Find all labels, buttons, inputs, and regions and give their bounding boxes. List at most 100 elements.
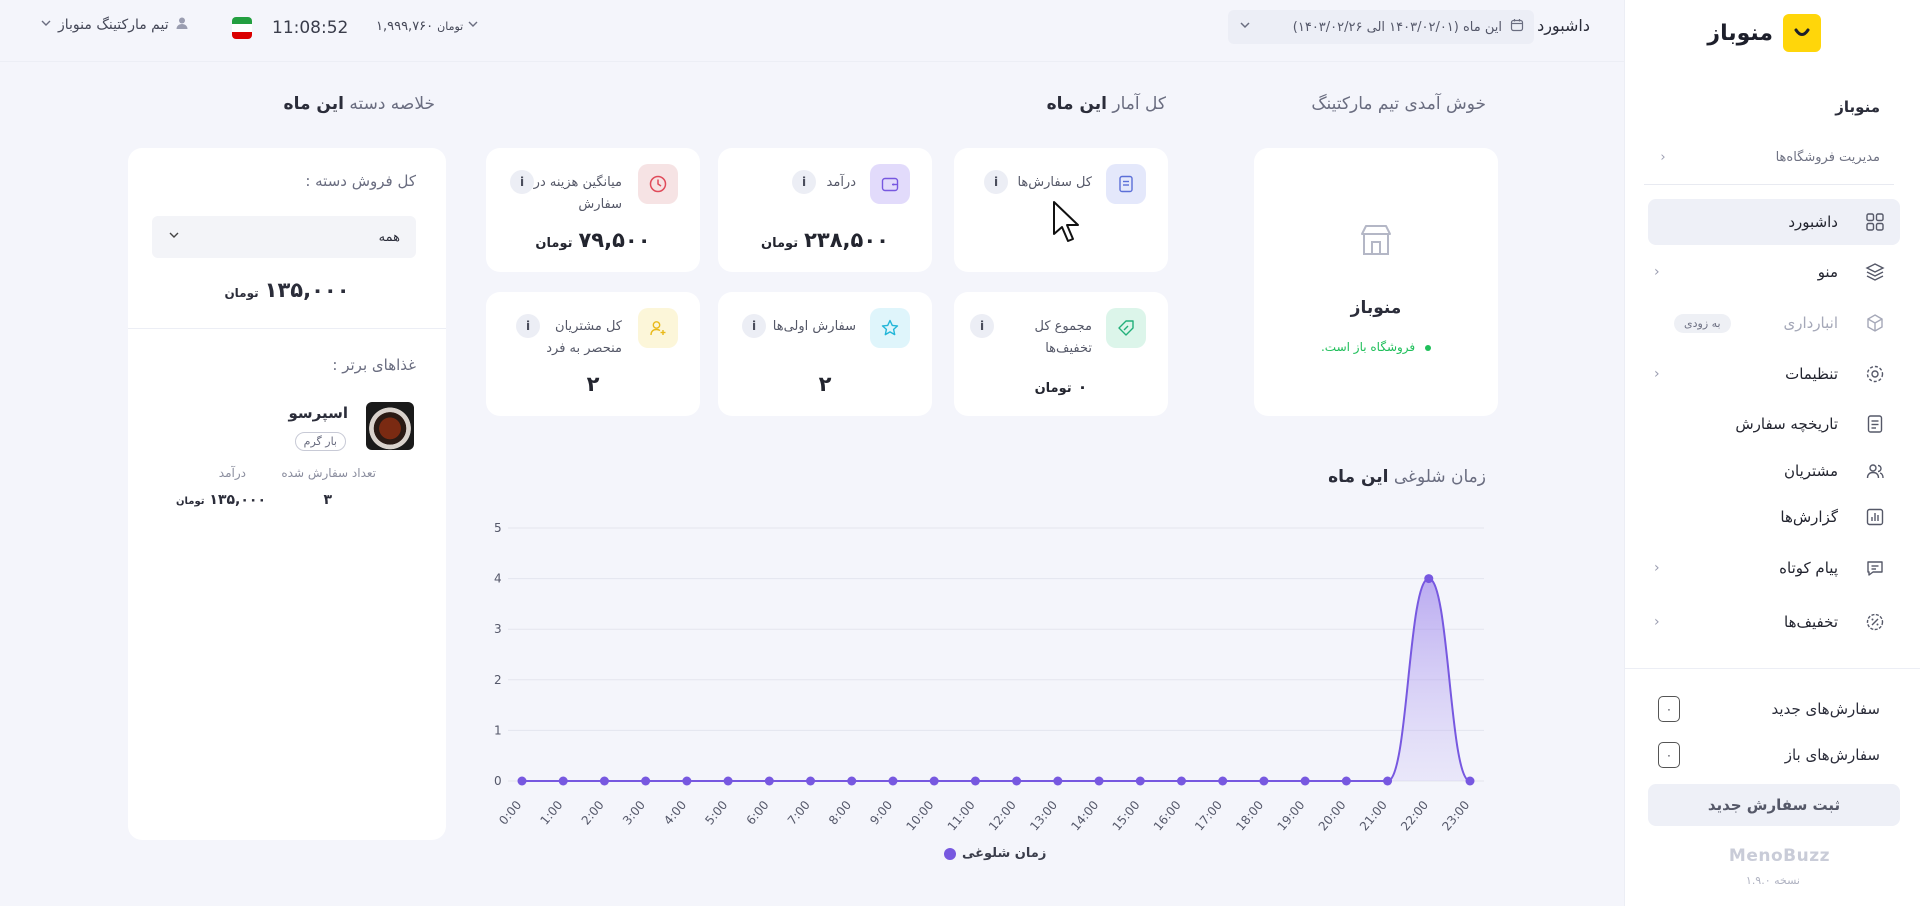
y-tick-label: 2 [494,673,502,687]
new-orders-counter[interactable]: سفارش‌های جدید ۰ [1658,696,1880,722]
info-icon[interactable]: i [510,170,534,194]
sidebar-item-settings[interactable]: تنظیمات ‹ [1648,351,1900,397]
chevron-down-icon [168,229,180,245]
stat-card-revenue[interactable]: درآمد i ۲۳۸,۵۰۰ تومان [718,148,932,272]
info-icon[interactable]: i [984,170,1008,194]
status-dot-icon [1425,344,1431,351]
sidebar-item-dashboard[interactable]: داشبورد [1648,199,1900,245]
user-name: تیم مارکتینگ منوباز [58,17,169,33]
stat-value: ۷۹,۵۰۰ تومان [486,228,700,252]
stat-card-total-discounts[interactable]: مجموع کل تخفیف‌ها i ۰ تومان [954,292,1168,416]
chevron-left-icon: ‹ [1654,614,1660,630]
discount-tag-icon [1106,308,1146,348]
x-tick-label: 5:00 [702,798,730,828]
top-bar: داشبورد این ماه (۱۴۰۳/۰۲/۰۱ الی ۱۴۰۳/۰۲/… [0,0,1624,62]
x-tick-label: 12:00 [986,798,1019,833]
x-tick-label: 23:00 [1439,798,1472,833]
sidebar-section-title: منوباز [1835,98,1880,116]
coming-soon-badge: به زودی [1674,313,1731,333]
message-icon [1864,557,1886,579]
sidebar-item-label: مشتریان [1784,462,1838,480]
data-point [599,776,609,786]
category-select[interactable]: همه [152,216,416,258]
sidebar-item-label: گزارش‌ها [1780,508,1838,526]
sidebar-item-label: تخفیف‌ها [1784,613,1838,631]
chevron-left-icon: ‹ [1654,560,1660,576]
open-orders-count: ۰ [1658,742,1680,768]
category-sales-label: کل فروش دسته : [305,172,416,190]
brand-logo[interactable]: منوباز [1707,14,1821,52]
y-tick-label: 0 [494,774,502,788]
data-point [1341,776,1351,786]
data-point [682,776,692,786]
sidebar-item-reports[interactable]: گزارش‌ها [1648,494,1900,540]
stat-card-first-orders[interactable]: سفارش اولی‌ها i ۲ [718,292,932,416]
stat-card-average-cost[interactable]: میانگین هزینه در هر سفارش i ۷۹,۵۰۰ تومان [486,148,700,272]
x-tick-label: 7:00 [785,798,813,828]
stat-card-total-orders[interactable]: کل سفارش‌ها i [954,148,1168,272]
stat-value: ۰ تومان [954,377,1168,396]
sidebar-item-order-history[interactable]: تاریخچه سفارش [1648,401,1900,447]
stat-title: درآمد [826,175,856,190]
sidebar-item-inventory[interactable]: انبارداری به زودی [1648,300,1900,346]
store-management-label: مدیریت فروشگاه‌ها [1775,150,1880,165]
legend-series-label: زمان شلوغی [962,846,1047,861]
x-tick-label: 1:00 [537,798,565,828]
divider [1644,184,1894,185]
clock: 11:08:52 [272,18,349,38]
stat-value-number: ۰ [1077,377,1088,396]
stat-value-unit: تومان [1034,381,1072,396]
app-version: نسخه ۱.۹.۰ [1745,874,1800,887]
stats-heading-period: این ماه [1046,94,1107,114]
new-orders-label: سفارش‌های جدید [1771,700,1880,718]
chevron-down-icon[interactable] [1238,18,1252,36]
x-tick-label: 8:00 [826,798,854,828]
store-status: فروشگاه باز است. [1254,340,1498,354]
data-point [517,776,527,786]
x-tick-label: 11:00 [945,798,978,833]
sidebar-item-customers[interactable]: مشتریان [1648,448,1900,494]
orders-count-header: تعداد سفارش شده [281,466,376,480]
sidebar-item-label: منو [1817,263,1838,281]
stat-title: کل سفارش‌ها [1017,175,1092,190]
users-icon [1864,460,1886,482]
info-icon[interactable]: i [792,170,816,194]
iran-flag-icon[interactable] [232,17,252,39]
category-summary-panel: کل فروش دسته : همه ۱۳۵,۰۰۰ تومان غذاهای ب… [128,148,446,840]
chevron-left-icon: ‹ [1654,366,1660,382]
stat-value: ۲ [818,372,832,396]
x-tick-label: 9:00 [867,798,895,828]
store-card[interactable]: منوباز فروشگاه باز است. [1254,148,1498,416]
category-select-value: همه [378,229,400,245]
user-menu[interactable]: تیم مارکتینگ منوباز [40,16,189,34]
info-icon[interactable]: i [970,314,994,338]
x-tick-label: 13:00 [1027,798,1060,833]
busy-time-chart: 0 1 2 3 4 5 0:00 1:00 2:00 3:00 4:00 5:00 6:00 7:00 8:… [494,521,1484,833]
store-icon [1358,222,1394,262]
stat-value-unit: تومان [535,236,573,251]
wallet-balance[interactable]: تومان ۱,۹۹۹,۷۶۰ [376,18,479,34]
x-tick-label: 16:00 [1151,798,1184,833]
data-point [888,776,898,786]
summary-heading: خلاصه دسته این ماه [284,94,435,114]
orders-count-value: ۳ [323,492,332,508]
x-tick-label: 19:00 [1274,798,1307,833]
data-point [1300,776,1310,786]
stat-card-unique-customers[interactable]: کل مشتریان منحصر به فرد i ۲ [486,292,700,416]
sidebar-item-discounts[interactable]: تخفیف‌ها ‹ [1648,599,1900,645]
info-icon[interactable]: i [516,314,540,338]
busy-heading-prefix: زمان شلوغی [1393,467,1486,487]
x-tick-label: 17:00 [1192,798,1225,833]
box-icon [1864,312,1886,334]
info-icon[interactable]: i [742,314,766,338]
new-order-button[interactable]: ثبت سفارش جدید [1648,784,1900,826]
open-orders-counter[interactable]: سفارش‌های باز ۰ [1658,742,1880,768]
summary-heading-period: این ماه [283,94,344,114]
breadcrumb-dashboard: داشبورد [1537,16,1590,35]
sidebar-item-menu[interactable]: منو ‹ [1648,249,1900,295]
star-icon [870,308,910,348]
chart-legend[interactable]: زمان شلوغی [944,846,1046,861]
sidebar-item-sms[interactable]: پیام کوتاه ‹ [1648,545,1900,591]
date-range-picker[interactable]: این ماه (۱۴۰۳/۰۲/۰۱ الی ۱۴۰۳/۰۲/۲۶) [1228,10,1534,44]
store-management-link[interactable]: مدیریت فروشگاه‌ها ‹ [1660,150,1880,165]
